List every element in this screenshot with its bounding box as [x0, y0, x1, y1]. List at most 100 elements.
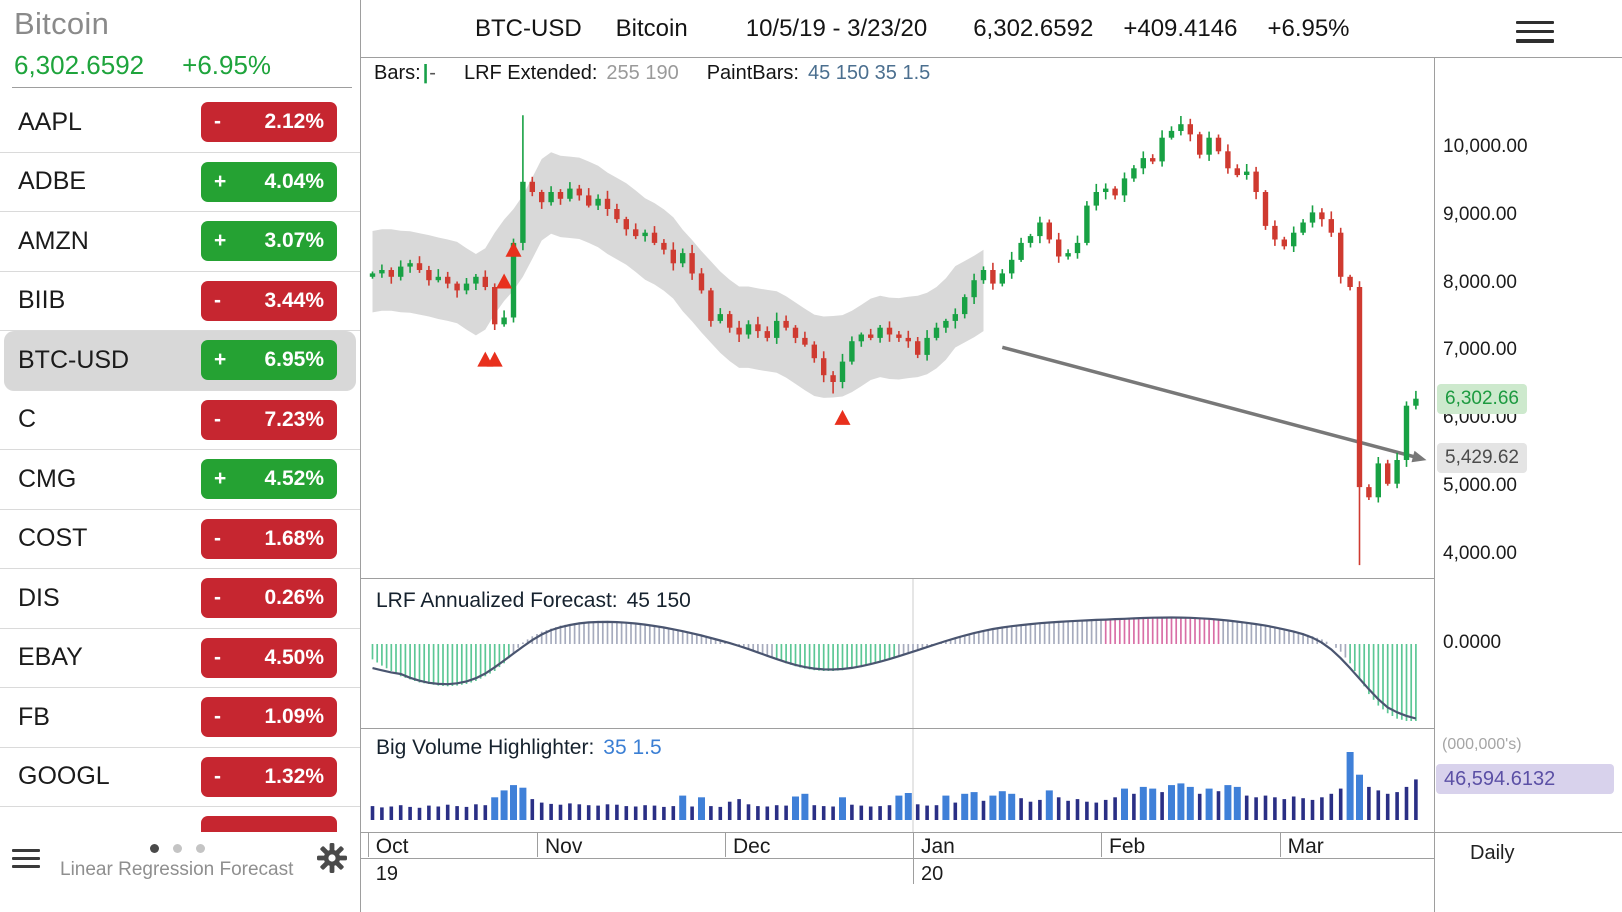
watchlist-row[interactable]: DIS - 0.26% [0, 569, 360, 629]
watchlist-change-pct: 4.52% [264, 467, 324, 491]
watchlist-change-sign: - [214, 764, 221, 788]
price-axis-label: 9,000.00 [1443, 203, 1517, 225]
watchlist-change-badge: + 4.52% [201, 459, 337, 500]
month-label: Nov [545, 835, 583, 858]
watchlist-row[interactable] [0, 807, 360, 832]
active-study-label: Linear Regression Forecast [60, 859, 294, 880]
oscillator-label-text: LRF Annualized Forecast: [376, 589, 618, 612]
year-label: 20 [921, 863, 944, 885]
price-chart[interactable] [360, 57, 1434, 578]
watchlist-row[interactable]: COST - 1.68% [0, 510, 360, 569]
panel-divider-2 [360, 728, 1434, 729]
watchlist-change-pct: 6.95% [264, 348, 324, 372]
watchlist-row[interactable]: AAPL - 2.12% [0, 93, 360, 153]
watchlist-row[interactable]: BIIB - 3.44% [0, 272, 360, 331]
forecast-price-label: 5,429.62 [1437, 442, 1527, 473]
header-divider [360, 57, 1622, 58]
watchlist-symbol: CMG [18, 464, 77, 493]
settings-gear-icon[interactable] [316, 842, 348, 879]
chart-header: BTC-USD Bitcoin 10/5/19 - 3/23/20 6,302.… [360, 0, 1622, 57]
year-label: 19 [375, 863, 399, 885]
price-axis[interactable]: 10,000.00 9,000.00 8,000.00 7,000.00 6,000.0… [1434, 57, 1622, 912]
volume-units-label: (000,000's) [1442, 736, 1522, 753]
watchlist-change-sign: + [214, 229, 227, 253]
watchlist-symbol: BIIB [18, 286, 66, 315]
watchlist-change-sign: - [214, 110, 221, 134]
volume-panel-label[interactable]: Big Volume Highlighter: 35 1.5 [376, 736, 662, 760]
price-axis-label: 5,000.00 [1443, 475, 1517, 497]
axis-divider-top [360, 832, 1622, 833]
selected-symbol-change: +6.95% [182, 50, 272, 80]
header-change-pct: +6.95% [1267, 14, 1350, 42]
watchlist-symbol: GOOGL [18, 762, 110, 791]
watchlist-row[interactable]: ADBE + 4.04% [0, 153, 360, 212]
selected-symbol-quote: 6,302.6592 +6.95% [14, 50, 271, 81]
watchlist-symbol: COST [18, 524, 88, 553]
watchlist-row[interactable]: GOOGL - 1.32% [0, 748, 360, 807]
watchlist-change-sign: + [214, 348, 227, 372]
lrf-extended-band [372, 152, 984, 398]
bars-indicator-label[interactable]: Bars: [374, 62, 421, 84]
sidebar-divider [360, 0, 361, 912]
watchlist-symbol: FB [18, 702, 50, 731]
price-axis-divider [1434, 57, 1435, 912]
forecast-line [372, 616, 1417, 720]
watchlist-change-badge: + 6.95% [201, 340, 337, 381]
watchlist-change-badge: - 1.68% [201, 518, 337, 559]
lrf-extended-label[interactable]: LRF Extended: [463, 62, 598, 84]
interval-label: Daily [1470, 842, 1515, 864]
month-label: Feb [1109, 835, 1146, 858]
volume-params: 35 1.5 [603, 736, 662, 759]
watchlist-change-badge: - 1.32% [201, 756, 337, 797]
watchlist-change-pct: 1.32% [264, 764, 324, 788]
bars-style-value: | [422, 62, 429, 84]
watchlist-menu-icon[interactable] [12, 844, 40, 873]
watchlist-row[interactable]: BTC-USD + 6.95% [4, 331, 356, 391]
price-axis-label: 8,000.00 [1443, 271, 1517, 293]
price-axis-label: 10,000.00 [1443, 135, 1528, 157]
watchlist-change-pct: 0.26% [264, 586, 324, 610]
watchlist-change-pct: 2.12% [264, 110, 324, 134]
watchlist-change-badge: + 4.04% [201, 161, 337, 202]
volume-bars [370, 752, 1418, 820]
menu-icon[interactable] [1516, 15, 1554, 48]
watchlist-symbol: DIS [18, 583, 60, 612]
watchlist-symbol: EBAY [18, 643, 83, 672]
paintbar-signals [477, 241, 851, 425]
oscillator-panel-label[interactable]: LRF Annualized Forecast: 45 150 [376, 589, 691, 613]
time-axis[interactable]: Oct Nov Dec Jan Feb Mar 19 20 [360, 832, 1434, 912]
header-price: 6,302.6592 [973, 14, 1094, 42]
watchlist-change-sign: - [214, 407, 221, 431]
paintbars-params: 45 150 35 1.5 [807, 62, 931, 84]
volume-chart[interactable] [360, 728, 1434, 832]
month-tick [725, 832, 726, 857]
watchlist-row[interactable]: C - 7.23% [0, 391, 360, 450]
page-dots[interactable] [150, 844, 205, 853]
bars-style-dash: - [429, 62, 436, 84]
forecast-histogram [371, 617, 1417, 721]
watchlist-change-sign: - [214, 645, 221, 669]
watchlist-row[interactable]: AMZN + 3.07% [0, 212, 360, 272]
watchlist-change-sign: - [214, 586, 221, 610]
trend-arrowhead [1411, 450, 1427, 463]
watchlist-row[interactable]: CMG + 4.52% [0, 450, 360, 510]
header-date-range: 10/5/19 - 3/23/20 [745, 14, 928, 42]
month-label: Oct [375, 835, 409, 858]
month-tick [1279, 832, 1281, 857]
watchlist-row[interactable]: FB - 1.09% [0, 688, 360, 748]
watchlist-change-badge: - 3.44% [201, 280, 337, 321]
oscillator-params: 45 150 [626, 589, 691, 612]
watchlist-change-badge: - 7.23% [201, 399, 337, 440]
sidebar-footer: Linear Regression Forecast [0, 832, 360, 912]
paintbars-label[interactable]: PaintBars: [706, 62, 799, 84]
lrf-trend-line [1001, 345, 1417, 459]
month-tick [1101, 832, 1102, 857]
watchlist-change-sign: + [214, 169, 227, 193]
watchlist-change-pct: 7.23% [264, 407, 324, 431]
oscillator-chart[interactable] [360, 578, 1434, 728]
watchlist-row[interactable]: EBAY - 4.50% [0, 629, 360, 688]
watchlist-change-badge: - 1.09% [201, 697, 337, 738]
watchlist-change-pct: 3.44% [264, 288, 324, 312]
watchlist-change-sign: - [214, 526, 221, 550]
